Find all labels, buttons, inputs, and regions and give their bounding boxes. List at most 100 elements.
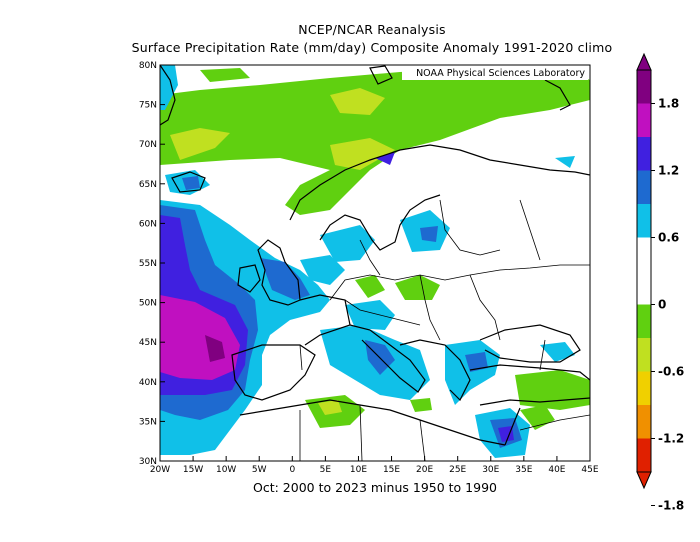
wet-anomaly-greece bbox=[445, 340, 500, 405]
lon-tick-label: 0 bbox=[289, 465, 295, 475]
wet-anomaly-scandinavia bbox=[320, 225, 375, 262]
lat-tick-label: 55N bbox=[139, 259, 157, 269]
dry-anomaly-turkey bbox=[515, 370, 590, 410]
colorbar-frame bbox=[636, 69, 652, 473]
lat-tick-label: 75N bbox=[139, 101, 157, 111]
lat-tick-label: 40N bbox=[139, 378, 157, 388]
colorbar-top-arrow bbox=[636, 52, 652, 71]
border-7 bbox=[519, 199, 541, 261]
lon-tick-label: 15W bbox=[183, 465, 203, 475]
coast-north-africa bbox=[239, 399, 506, 446]
dry-anomaly-sicily bbox=[410, 398, 432, 412]
coast-iceland bbox=[171, 171, 206, 193]
lon-tick-label: 20E bbox=[416, 465, 433, 475]
borders bbox=[299, 199, 590, 461]
dry-anomaly-light-1 bbox=[170, 128, 230, 160]
border-10 bbox=[359, 404, 363, 461]
colorbar-label: 0.6 bbox=[658, 231, 679, 245]
coast-greenland bbox=[160, 65, 176, 126]
coast-novaya-zemlya bbox=[544, 79, 571, 111]
wet-anomaly-norway-coast bbox=[375, 152, 395, 165]
lon-tick-label: 45E bbox=[581, 465, 598, 475]
colorbar-segment bbox=[637, 170, 651, 205]
colorbar-segment bbox=[637, 137, 651, 171]
wet-anomaly-central bbox=[300, 255, 345, 285]
lon-tick-label: 15E bbox=[383, 465, 400, 475]
credit-label: NOAA Physical Sciences Laboratory bbox=[416, 68, 585, 79]
lat-tick-label: 70N bbox=[139, 140, 157, 150]
colorbar-segment bbox=[637, 304, 651, 339]
colorbar-segment bbox=[637, 237, 651, 272]
colorbar-segment bbox=[637, 438, 651, 473]
coast-turkey-south bbox=[479, 397, 590, 406]
coast-ireland bbox=[237, 264, 261, 293]
coast-italy bbox=[349, 324, 426, 393]
lon-tick-label: 30E bbox=[482, 465, 499, 475]
dry-anomaly-central bbox=[355, 275, 385, 298]
border-8 bbox=[299, 344, 303, 371]
lat-tick-label: 30N bbox=[139, 457, 157, 467]
title-line-2: Surface Precipitation Rate (mm/day) Comp… bbox=[131, 40, 613, 55]
wet-anomaly-eastmed-indigo bbox=[498, 426, 514, 442]
wet-anomaly-greece-blue bbox=[465, 352, 488, 372]
border-1 bbox=[329, 264, 590, 301]
border-3 bbox=[419, 274, 441, 341]
dry-anomaly-light-3 bbox=[330, 138, 395, 170]
wet-anomaly-iceland-blue bbox=[182, 176, 200, 190]
colorbar-label: 0 bbox=[658, 298, 666, 312]
time-range-caption: Oct: 2000 to 2023 minus 1950 to 1990 bbox=[253, 480, 497, 495]
wet-anomaly-uk bbox=[260, 258, 310, 300]
lon-tick-label: 5W bbox=[252, 465, 267, 475]
lon-tick-label: 40E bbox=[548, 465, 565, 475]
lon-tick-label: 20W bbox=[150, 465, 170, 475]
colorbar-segment bbox=[637, 371, 651, 406]
wet-anomaly-northwest bbox=[160, 65, 178, 110]
title-line-1: NCEP/NCAR Reanalysis bbox=[298, 22, 446, 37]
coastlines bbox=[160, 65, 590, 446]
lon-tick-label: 10W bbox=[216, 465, 236, 475]
colorbar-segment bbox=[637, 405, 651, 439]
colorbar-segment bbox=[637, 103, 651, 138]
dry-anomaly-top bbox=[200, 68, 250, 82]
lon-tick-label: 25E bbox=[449, 465, 466, 475]
coast-balkans bbox=[399, 339, 471, 402]
colorbar-label: -1.8 bbox=[658, 499, 684, 513]
anomaly-field bbox=[160, 65, 590, 458]
lat-tick-label: 45N bbox=[139, 338, 157, 348]
lat-tick-label: 80N bbox=[139, 61, 157, 71]
wet-anomaly-blacksea bbox=[540, 342, 575, 362]
border-4 bbox=[469, 274, 501, 341]
coast-iberia bbox=[231, 344, 316, 401]
lat-tick-label: 50N bbox=[139, 299, 157, 309]
colorbar-bottom-arrow bbox=[636, 471, 652, 490]
lon-tick-label: 10E bbox=[350, 465, 367, 475]
colorbar-segment bbox=[637, 204, 651, 238]
colorbar-segment bbox=[637, 338, 651, 372]
border-13 bbox=[539, 339, 546, 371]
wet-anomaly-alps bbox=[345, 300, 395, 330]
lat-tick-label: 60N bbox=[139, 219, 157, 229]
coast-svalbard bbox=[369, 65, 393, 85]
lon-ticks: 20W 15W 10W 5W 0 5E 10E 15E 20E 25E 30E 35E 40E 45E bbox=[150, 456, 599, 475]
lat-tick-label: 35N bbox=[139, 417, 157, 427]
colorbar-label: 1.8 bbox=[658, 97, 679, 111]
coast-scandinavia-south bbox=[319, 194, 441, 251]
border-12 bbox=[519, 414, 590, 431]
dry-anomaly-north-africa-light bbox=[318, 400, 342, 415]
colorbar-label: 1.2 bbox=[658, 164, 679, 178]
coast-scandinavia bbox=[289, 144, 590, 221]
wet-anomaly-atlantic-purple bbox=[205, 335, 225, 362]
wet-anomaly-kola bbox=[555, 156, 575, 168]
wet-anomaly-baltic-blue bbox=[420, 226, 438, 242]
dry-anomaly-poland bbox=[395, 275, 440, 300]
credit-box bbox=[402, 66, 588, 80]
colorbar-label: -1.2 bbox=[658, 432, 684, 446]
lon-tick-label: 5E bbox=[320, 465, 332, 475]
lon-tick-label: 35E bbox=[515, 465, 532, 475]
lat-ticks: 30N 35N 40N 45N 50N 55N 60N 65N 70N 75N 80N bbox=[139, 61, 165, 467]
coast-france bbox=[299, 294, 351, 346]
border-5 bbox=[344, 299, 421, 326]
colorbar-segment bbox=[637, 70, 651, 104]
coast-levant bbox=[504, 407, 521, 446]
